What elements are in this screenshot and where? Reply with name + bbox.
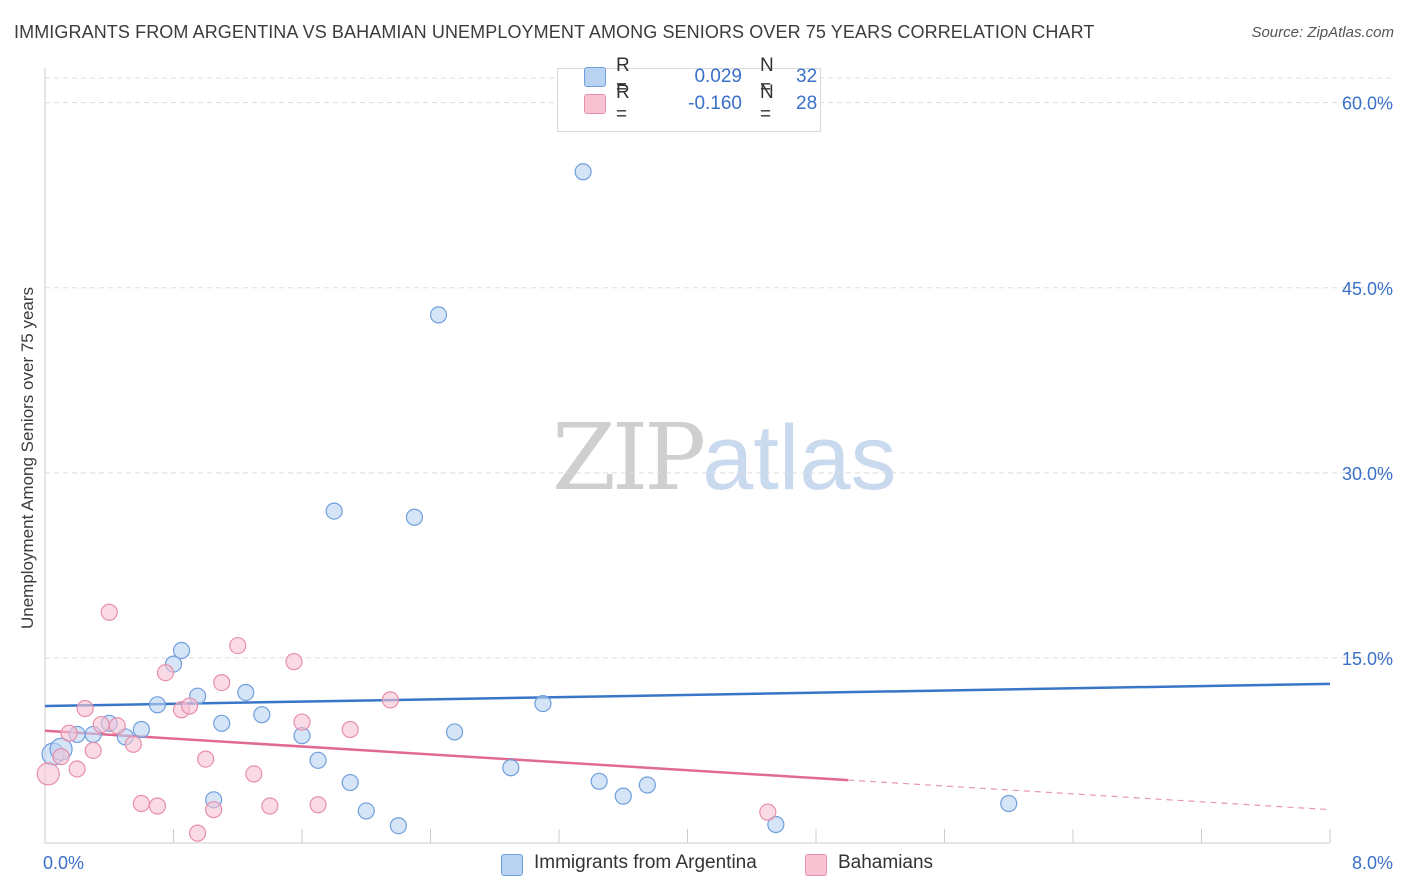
argentina-point <box>213 714 231 732</box>
y-tick-label: 60.0% <box>1342 94 1393 114</box>
legend-n-label: N = <box>760 55 774 98</box>
argentina-point <box>341 773 359 792</box>
argentina-point <box>445 723 464 741</box>
argentina-point <box>389 817 407 835</box>
bahamians-point <box>92 715 110 734</box>
legend-r-label: R = <box>616 55 630 98</box>
argentina-point <box>405 508 424 526</box>
argentina-point <box>172 641 191 660</box>
bahamians-point <box>309 796 327 814</box>
y-tick-label: 15.0% <box>1342 649 1393 669</box>
legend-n-label: N = <box>760 82 774 125</box>
grid-layer <box>45 77 1395 659</box>
bahamians-point <box>293 713 311 731</box>
legend-swatch-blue <box>501 854 523 876</box>
bahamians-point <box>188 824 207 842</box>
legend-n-value: 32 <box>796 66 818 87</box>
bahamians-point <box>180 697 199 715</box>
argentina-point <box>638 776 656 794</box>
axis-layer <box>44 68 1331 844</box>
argentina-point <box>148 696 167 714</box>
bahamians-point <box>213 673 231 692</box>
argentina-point <box>574 163 592 181</box>
watermark-zip: ZIP <box>552 404 706 511</box>
bahamians-point <box>76 699 94 718</box>
legend-n-value: 28 <box>796 93 818 114</box>
y-axis-label: Unemployment Among Seniors over 75 years <box>18 286 37 630</box>
argentina-point <box>325 502 343 520</box>
argentina-point <box>237 683 255 702</box>
argentina-point <box>253 706 271 724</box>
y-tick-label: 45.0% <box>1342 279 1393 299</box>
argentina-point <box>767 815 785 834</box>
argentina-point <box>357 802 375 820</box>
bahamians-point <box>205 801 223 819</box>
bahamians-point <box>229 636 247 655</box>
bahamians-point <box>197 750 215 768</box>
legend-r-value: 0.029 <box>694 66 742 87</box>
legend-r-label: R = <box>616 82 630 125</box>
bahamians-point <box>156 664 175 682</box>
legend-r-value: -0.160 <box>688 93 742 114</box>
bahamians-point <box>36 762 60 786</box>
bahamians-point <box>759 803 777 821</box>
bahamians-point <box>68 760 86 778</box>
bahamians-point <box>261 797 279 815</box>
tick-layer: 15.0% 30.0% 45.0% 60.0% 0.0% 8.0% <box>43 94 1393 873</box>
argentina-trend-line <box>44 682 1331 708</box>
bahamians-point <box>132 794 150 813</box>
legend-swatch-blue <box>584 67 606 87</box>
bahamians-point <box>124 735 142 753</box>
bahamians-point <box>148 797 167 815</box>
bahamians-point <box>100 603 118 621</box>
x-tick-label: 0.0% <box>43 853 84 873</box>
argentina-point <box>534 694 552 713</box>
argentina-point <box>590 772 608 790</box>
x-tick-label: 8.0% <box>1352 853 1393 873</box>
legend-label-argentina: Immigrants from Argentina <box>534 852 757 873</box>
legend-swatch-pink <box>805 854 827 876</box>
argentina-point <box>132 720 150 739</box>
argentina-point <box>502 759 520 777</box>
legend-label-bahamians: Bahamians <box>838 852 934 873</box>
y-tick-label: 30.0% <box>1342 464 1393 484</box>
bahamians-point <box>108 717 126 735</box>
bahamians-point <box>245 765 263 783</box>
bahamians-point <box>84 741 102 760</box>
bahamians-point <box>52 748 70 766</box>
bahamians-trend-line <box>44 729 849 782</box>
bahamians-point <box>381 691 399 709</box>
bahamians-point <box>60 724 78 742</box>
source-label: Source: ZipAtlas.com <box>1251 24 1394 41</box>
argentina-point <box>309 751 327 769</box>
legend-swatch-pink <box>584 94 606 114</box>
watermark-atlas: atlas <box>702 407 897 509</box>
points-layer <box>36 163 1018 842</box>
argentina-point <box>614 787 632 805</box>
watermark: ZIPatlas <box>552 404 897 511</box>
bahamians-trend-extension <box>848 779 1331 811</box>
trend-layer <box>44 682 1331 811</box>
bahamians-point <box>341 720 359 739</box>
bahamians-point <box>285 653 303 671</box>
argentina-point <box>429 306 448 324</box>
argentina-point <box>1000 794 1018 813</box>
chart-title: IMMIGRANTS FROM ARGENTINA VS BAHAMIAN UN… <box>14 22 1095 42</box>
correlation-legend: R = 0.029 N = 32 R = -0.160 N = 28 <box>557 55 821 132</box>
